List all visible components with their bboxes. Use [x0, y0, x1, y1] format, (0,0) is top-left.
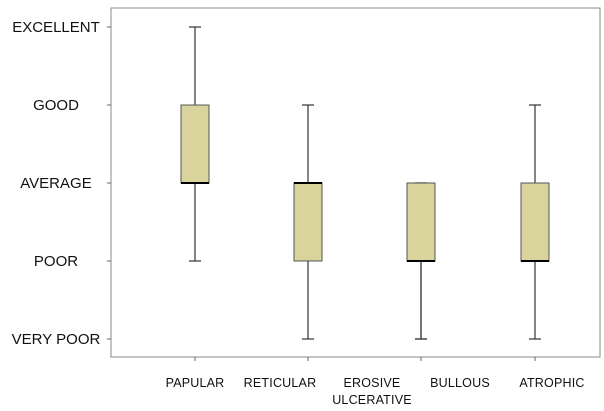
y-tick-label-average: AVERAGE	[20, 175, 91, 192]
x-tick-label-papular: PAPULAR	[166, 376, 225, 390]
box-reticular	[293, 104, 323, 340]
x-tick-label-atrophic: ATROPHIC	[519, 376, 584, 390]
x-tick-label-reticular: RETICULAR	[244, 376, 317, 390]
x-tick-label-bullous: BULLOUS	[430, 376, 490, 390]
box-bullous	[406, 182, 436, 340]
boxes	[180, 26, 550, 340]
y-tick-label-good: GOOD	[33, 97, 79, 114]
y-axis: VERY POOR POOR AVERAGE GOOD EXCELLENT	[12, 19, 111, 348]
iqr-box	[180, 104, 210, 184]
y-tick-label-poor: POOR	[34, 253, 78, 270]
iqr-box	[293, 182, 323, 262]
iqr-box	[520, 182, 550, 262]
iqr-box	[406, 182, 436, 262]
x-axis: PAPULAR RETICULAR EROSIVE ULCERATIVE BULLOUS…	[166, 357, 584, 407]
box-papular	[180, 26, 210, 262]
y-tick-label-excellent: EXCELLENT	[12, 19, 100, 36]
x-tick-label-erosive-ulcerative: EROSIVE ULCERATIVE	[332, 376, 412, 407]
y-tick-label-very-poor: VERY POOR	[12, 331, 101, 348]
box-atrophic	[520, 104, 550, 340]
